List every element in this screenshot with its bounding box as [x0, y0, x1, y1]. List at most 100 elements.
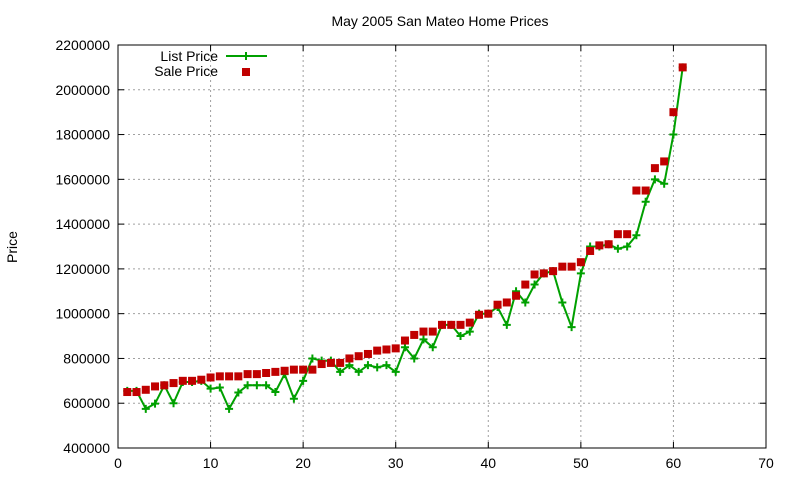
list-price-point: [336, 367, 345, 376]
sale-price-point: [354, 352, 363, 361]
sale-price-point: [650, 164, 659, 173]
sale-price-point: [280, 366, 289, 375]
list-price-point: [567, 323, 576, 332]
sale-price-point: [234, 372, 243, 381]
list-price-point: [345, 361, 354, 370]
sale-price-point: [345, 354, 354, 363]
list-price-point: [428, 343, 437, 352]
y-tick-label: 1800000: [55, 127, 110, 143]
sale-price-point: [132, 388, 141, 397]
y-tick-label: 2000000: [55, 82, 110, 98]
sale-price-point: [188, 376, 197, 385]
list-price-point: [252, 381, 261, 390]
sale-price-point: [512, 291, 521, 300]
list-price-point: [456, 332, 465, 341]
list-price-point: [225, 404, 234, 413]
sale-price-point: [613, 230, 622, 239]
list-price-point: [289, 394, 298, 403]
sale-price-point: [475, 310, 484, 319]
y-tick-label: 800000: [63, 350, 110, 366]
list-price-point: [530, 280, 539, 289]
x-tick-label: 50: [573, 455, 589, 471]
legend-sale-price-marker: [242, 68, 250, 76]
sale-price-point: [438, 320, 446, 329]
list-price-point: [271, 388, 280, 397]
sale-price-point: [373, 346, 382, 355]
sale-price-point: [317, 360, 326, 369]
series-layer: [123, 63, 687, 413]
y-tick-label: 2200000: [55, 37, 110, 53]
sale-price-point: [576, 258, 585, 267]
sale-price-point: [678, 63, 687, 72]
list-price-point: [391, 367, 400, 376]
x-tick-label: 60: [666, 455, 682, 471]
sale-price-point: [169, 379, 178, 388]
sale-price-point: [428, 327, 437, 336]
sale-price-point: [243, 370, 252, 379]
x-tick-label: 10: [203, 455, 219, 471]
x-tick-label: 0: [114, 455, 122, 471]
legend: List Price Sale Price: [154, 48, 267, 79]
list-price-point: [308, 354, 317, 363]
list-price-point: [521, 298, 530, 307]
list-price-point: [419, 335, 428, 344]
list-price-point: [502, 320, 511, 329]
legend-label-sale-price: Sale Price: [154, 63, 218, 79]
sale-price-point: [299, 365, 308, 374]
list-price-point: [400, 343, 409, 352]
sale-price-point: [539, 269, 548, 278]
sale-price-point: [178, 376, 187, 385]
sale-price-point: [160, 381, 169, 390]
sale-price-point: [326, 358, 335, 367]
list-price-point: [373, 363, 382, 372]
list-price-point: [382, 361, 391, 370]
list-price-point: [641, 197, 650, 206]
sale-price-point: [641, 186, 650, 195]
sale-price-point: [382, 345, 391, 354]
list-price-point: [576, 269, 585, 278]
list-price-point: [299, 376, 308, 385]
list-price-line: [127, 67, 684, 412]
list-price-point: [234, 388, 243, 397]
list-price-point: [669, 130, 678, 139]
ticks-layer: 0 10 20 30 40 50 60 70 400000 600000 800000 1000000…: [55, 37, 774, 471]
sale-price-point: [336, 358, 345, 367]
y-tick-label: 1000000: [55, 306, 110, 322]
list-price-point: [660, 179, 669, 188]
list-price-point: [215, 383, 224, 392]
plot-frame: [117, 44, 767, 449]
list-price-point: [410, 354, 419, 363]
sale-price-point: [521, 280, 530, 289]
sale-price-point: [197, 375, 206, 384]
list-price-point: [141, 404, 150, 413]
list-price-point: [650, 175, 659, 184]
y-tick-label: 1600000: [55, 171, 110, 187]
sale-price-point: [623, 230, 632, 239]
legend-label-list-price: List Price: [160, 48, 218, 64]
sale-price-point: [632, 186, 641, 195]
y-tick-label: 1400000: [55, 216, 110, 232]
sale-price-point: [151, 382, 160, 391]
sale-price-point: [410, 330, 419, 339]
sale-price-point: [549, 267, 558, 276]
x-tick-label: 70: [758, 455, 774, 471]
list-price-point: [262, 381, 271, 390]
list-price-point: [465, 327, 474, 336]
sale-price-point: [567, 262, 576, 271]
sale-price-point: [206, 373, 215, 382]
sale-price-point: [419, 327, 428, 336]
list-price-point: [151, 399, 160, 408]
sale-price-point: [669, 108, 678, 117]
x-tick-label: 20: [295, 455, 311, 471]
list-price-point: [623, 242, 632, 251]
sale-price-point: [484, 309, 493, 318]
x-tick-label: 30: [388, 455, 404, 471]
sale-price-point: [391, 344, 400, 353]
sale-price-point: [262, 368, 271, 377]
sale-price-point: [456, 320, 465, 329]
list-price-point: [558, 298, 567, 307]
sale-price-point: [493, 300, 502, 309]
chart-title: May 2005 San Mateo Home Prices: [331, 13, 548, 29]
